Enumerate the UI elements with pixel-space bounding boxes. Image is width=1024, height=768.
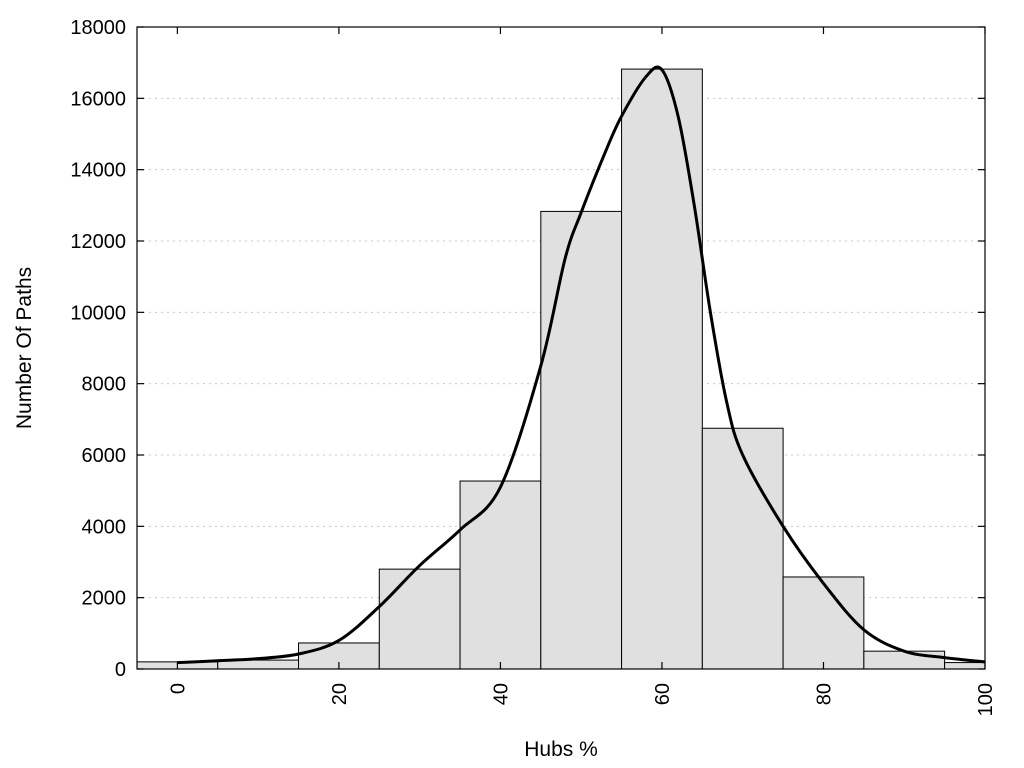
y-axis-title: Number Of Paths xyxy=(13,267,36,429)
y-tick-label: 12000 xyxy=(70,231,126,253)
x-tick-label: 60 xyxy=(652,683,674,705)
histogram-bar xyxy=(944,662,985,669)
y-tick-label: 16000 xyxy=(70,88,126,110)
x-tick-label: 0 xyxy=(167,683,189,694)
histogram-bar xyxy=(540,210,623,669)
histogram-bar xyxy=(782,576,865,669)
histogram-bar xyxy=(621,68,703,669)
y-tick-label: 8000 xyxy=(82,374,127,396)
y-tick-label: 18000 xyxy=(70,17,126,39)
density-curve xyxy=(177,65,985,665)
histogram-bar xyxy=(378,568,461,669)
y-tick-label: 4000 xyxy=(82,516,127,538)
y-tick-label: 10000 xyxy=(70,302,126,324)
axis-ticks xyxy=(137,26,986,670)
plot-frame xyxy=(136,26,986,670)
x-axis-title: Hubs % xyxy=(524,738,598,761)
x-tick-labels: 0 20 40 60 80 100 xyxy=(167,683,997,716)
histogram-bar xyxy=(863,650,946,669)
x-tick-label: 80 xyxy=(813,683,835,705)
density-curve-layer xyxy=(177,65,985,665)
bars xyxy=(137,68,985,669)
y-tick-label: 0 xyxy=(115,659,126,681)
x-tick-label: 40 xyxy=(490,683,512,705)
y-tick-label: 6000 xyxy=(82,445,127,467)
histogram-bar xyxy=(459,480,542,669)
y-tick-labels: 0 2000 4000 6000 8000 10000 12000 14000 16000 180… xyxy=(70,17,126,681)
y-tick-label: 2000 xyxy=(82,588,127,610)
histogram-bar xyxy=(701,427,784,669)
y-tick-label: 14000 xyxy=(70,160,126,182)
x-tick-label: 100 xyxy=(975,683,997,716)
x-tick-label: 20 xyxy=(329,683,351,705)
